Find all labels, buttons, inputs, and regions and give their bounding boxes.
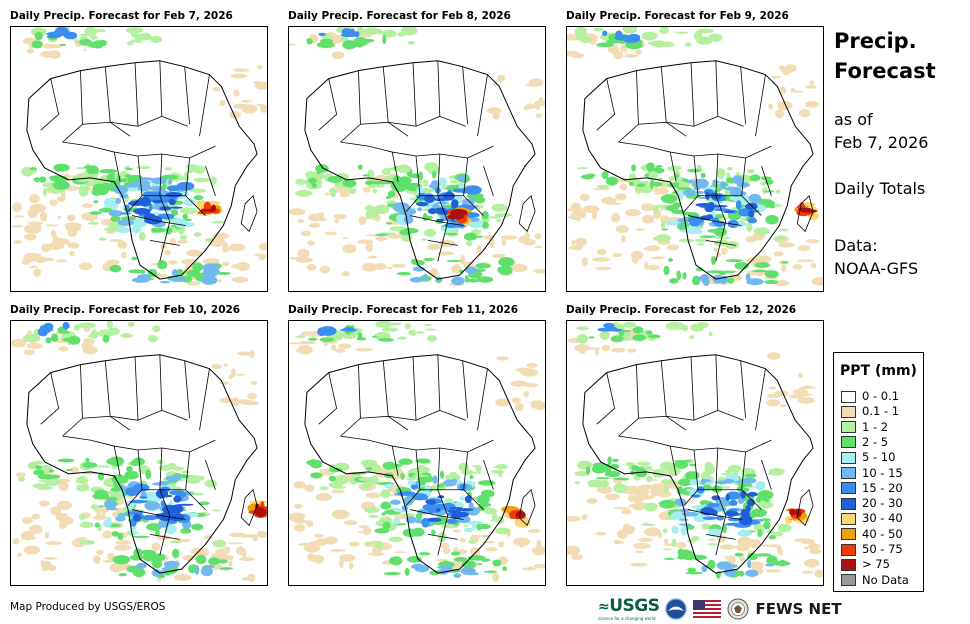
precip-map	[10, 320, 268, 586]
legend-label: 15 - 20	[862, 480, 903, 495]
legend-swatch	[841, 497, 856, 510]
logo-bar: ≈USGS science for a changing world FEWS …	[598, 596, 842, 622]
legend-item: > 75	[841, 557, 890, 572]
totals-label: Daily Totals	[834, 179, 926, 198]
panel-title: Daily Precip. Forecast for Feb 8, 2026	[288, 10, 511, 22]
side-title-line1: Precip.	[834, 29, 917, 53]
as-of-label: as of	[834, 110, 873, 129]
legend-label: > 75	[862, 557, 890, 572]
side-info: Precip. Forecast as of Feb 7, 2026 Daily…	[834, 26, 964, 280]
panel-title: Daily Precip. Forecast for Feb 10, 2026	[10, 304, 241, 316]
legend-label: 1 - 2	[862, 419, 889, 434]
legend-label: 20 - 30	[862, 496, 903, 511]
panel-title: Daily Precip. Forecast for Feb 11, 2026	[288, 304, 519, 316]
panel-title: Daily Precip. Forecast for Feb 9, 2026	[566, 10, 789, 22]
legend-swatch	[841, 512, 856, 525]
fews-net-logo: FEWS NET	[755, 600, 842, 618]
legend-swatch	[841, 451, 856, 464]
legend-label: 10 - 15	[862, 465, 903, 480]
legend-item: 50 - 75	[841, 542, 903, 557]
precip-map	[10, 26, 268, 292]
legend-swatch	[841, 543, 856, 556]
state-dept-seal-icon	[727, 598, 749, 620]
noaa-logo-icon	[665, 598, 688, 620]
legend-swatch	[841, 574, 856, 587]
us-flag-icon	[693, 600, 722, 618]
side-title-line2: Forecast	[834, 59, 936, 83]
africa-precip-map	[289, 27, 545, 286]
legend-swatch	[841, 390, 856, 403]
legend-item: 0.1 - 1	[841, 404, 899, 419]
legend-item: 10 - 15	[841, 466, 903, 481]
legend-label: No Data	[862, 572, 909, 587]
legend-label: 0 - 0.1	[862, 389, 900, 403]
legend-label: 5 - 10	[862, 450, 896, 465]
legend-title: PPT (mm)	[840, 363, 917, 379]
data-source: NOAA-GFS	[834, 259, 919, 278]
usgs-logo: ≈USGS science for a changing world	[598, 595, 660, 621]
legend-item: 15 - 20	[841, 481, 903, 496]
legend-swatch	[841, 421, 856, 434]
legend-item: 20 - 30	[841, 496, 903, 511]
legend-label: 2 - 5	[862, 434, 889, 449]
africa-precip-map	[289, 321, 545, 582]
legend-label: 50 - 75	[862, 542, 903, 556]
legend-item: 1 - 2	[841, 420, 888, 435]
africa-precip-map	[11, 27, 267, 286]
legend-swatch	[841, 436, 856, 449]
usgs-wordmark: ≈USGS	[598, 595, 660, 616]
africa-precip-map	[11, 321, 267, 583]
usgs-tagline: science for a changing world	[598, 615, 656, 621]
as-of-date: Feb 7, 2026	[834, 133, 929, 152]
legend-label: 30 - 40	[862, 511, 903, 526]
precip-map	[288, 320, 546, 586]
legend-swatch	[841, 558, 856, 571]
precip-map	[566, 26, 824, 292]
panel-title: Daily Precip. Forecast for Feb 12, 2026	[566, 304, 797, 316]
legend-item: 30 - 40	[841, 511, 903, 526]
precip-map	[566, 320, 824, 586]
precip-map	[288, 26, 546, 292]
legend-swatch	[841, 528, 856, 541]
data-label: Data:	[834, 236, 878, 255]
panel-title: Daily Precip. Forecast for Feb 7, 2026	[10, 10, 233, 22]
legend-label: 0.1 - 1	[862, 404, 900, 419]
legend-label: 40 - 50	[862, 526, 903, 541]
legend-item: 2 - 5	[841, 435, 888, 450]
legend-item: No Data	[841, 573, 909, 588]
legend-swatch	[841, 467, 856, 479]
legend-item: 0 - 0.1	[841, 389, 899, 404]
map-credit: Map Produced by USGS/EROS	[10, 601, 166, 613]
legend-swatch	[841, 482, 856, 495]
africa-precip-map	[567, 27, 823, 287]
legend-item: 5 - 10	[841, 450, 895, 465]
legend-swatch	[841, 405, 856, 418]
africa-precip-map	[567, 321, 823, 579]
legend-item: 40 - 50	[841, 527, 903, 542]
